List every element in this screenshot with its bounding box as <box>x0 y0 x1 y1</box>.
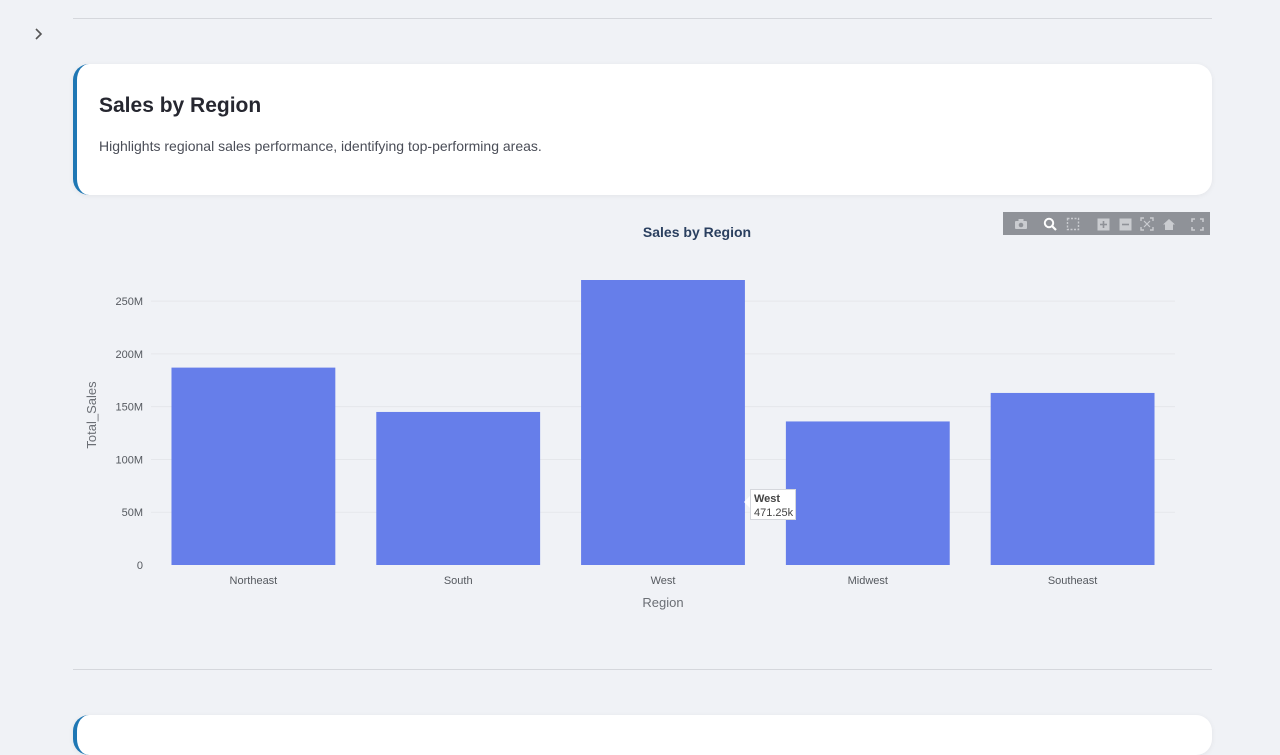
bar-northeast <box>171 367 336 565</box>
y-tick-label: 250M <box>115 296 143 308</box>
chart-title: Sales by Region <box>643 224 751 240</box>
y-tick-label: 150M <box>115 402 143 414</box>
top-divider <box>73 18 1212 19</box>
y-tick-label: 100M <box>115 454 143 466</box>
fullscreen-icon[interactable] <box>1189 216 1205 232</box>
x-tick-label: Southeast <box>1048 575 1098 587</box>
y-tick-label: 0 <box>137 560 143 572</box>
card-title: Sales by Region <box>99 94 262 117</box>
x-axis-title: Region <box>642 595 683 610</box>
bar-southeast <box>990 392 1155 565</box>
bar-midwest <box>785 421 950 565</box>
card-description: Highlights regional sales performance, i… <box>99 138 542 154</box>
tooltip-category: West <box>754 493 781 505</box>
hover-tooltip: West 471.25k <box>750 489 796 520</box>
sidebar-expand-button[interactable] <box>28 24 48 44</box>
x-tick-label: West <box>651 575 676 587</box>
bar-west <box>581 280 745 565</box>
y-tick-label: 50M <box>122 507 143 519</box>
chevron-right-icon <box>35 28 43 40</box>
zoom-icon[interactable] <box>1042 216 1058 232</box>
bottom-divider <box>73 669 1212 670</box>
sales-by-region-chart: Sales by Region 0 50M 100M 150M 200M 250M North… <box>84 224 1175 610</box>
zoom-in-icon[interactable] <box>1095 216 1111 232</box>
zoom-out-icon[interactable] <box>1117 216 1133 232</box>
box-select-icon[interactable] <box>1065 216 1081 232</box>
bar-south <box>376 411 541 565</box>
x-tick-label: Northeast <box>230 575 278 587</box>
next-info-card <box>73 715 1212 755</box>
autoscale-icon[interactable] <box>1139 216 1155 232</box>
y-tick-label: 200M <box>115 349 143 361</box>
tooltip-value: 471.25k <box>754 507 794 519</box>
chart-modebar <box>1003 212 1210 235</box>
home-icon[interactable] <box>1161 216 1177 232</box>
camera-icon[interactable] <box>1013 216 1029 232</box>
y-axis-title: Total_Sales <box>84 381 99 449</box>
x-tick-label: Midwest <box>848 575 888 587</box>
tooltip-arrow <box>744 496 750 508</box>
x-tick-label: South <box>444 575 473 587</box>
chart-info-card: Sales by Region Highlights regional sale… <box>73 64 1212 195</box>
